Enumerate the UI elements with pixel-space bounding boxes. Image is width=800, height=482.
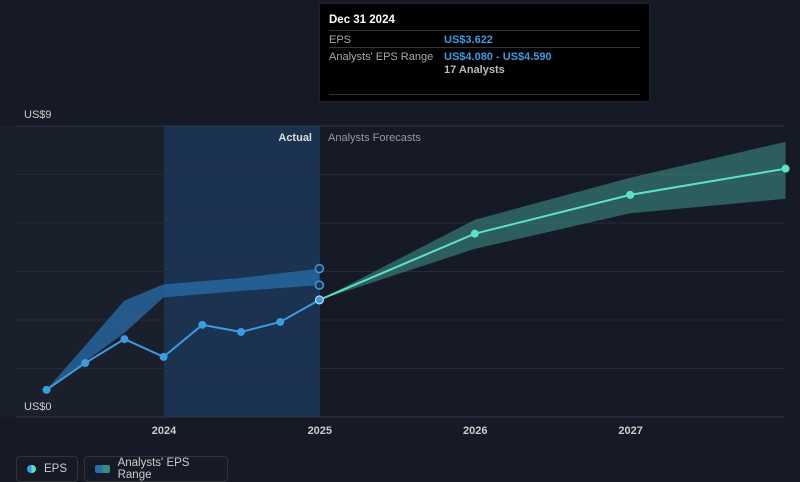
legend-range[interactable]: Analysts' EPS Range: [84, 456, 228, 482]
actual-label: Actual: [278, 132, 312, 144]
tooltip-date: Dec 31 2024: [329, 14, 395, 26]
eps-actual-point: [276, 317, 285, 326]
tooltip-eps-label: EPS: [329, 34, 352, 46]
legend-eps-label: EPS: [43, 463, 67, 475]
eps-actual-point: [81, 359, 90, 368]
tooltip-range-label: Analysts' EPS Range: [329, 51, 434, 63]
eps-actual-point: [42, 385, 51, 394]
eps-forecast-line: [319, 167, 786, 301]
tooltip-eps-value: US$3.622: [444, 34, 493, 46]
eps-forecast-point: [781, 164, 790, 173]
forecast-label: Analysts Forecasts: [328, 132, 421, 144]
legend-range-label: Analysts' EPS Range: [117, 457, 190, 481]
legend-eps[interactable]: EPS: [16, 456, 78, 482]
hover-point: [314, 295, 324, 305]
eps-actual-point: [237, 327, 246, 336]
tooltip-analysts: 17 Analysts: [444, 64, 505, 76]
eps-actual-line: [45, 299, 320, 391]
y-label-bottom: US$0: [24, 401, 52, 413]
range-end-point: [314, 263, 325, 274]
forecast-range-band: [319, 141, 786, 300]
x-tick-label: 2027: [618, 425, 642, 437]
eps-actual-point: [120, 335, 129, 344]
eps-forecast-point: [626, 190, 635, 199]
eps-swatch-icon: [27, 465, 36, 473]
tooltip-divider: [329, 94, 640, 95]
range-swatch-icon: [95, 465, 110, 473]
actual-range-band: [46, 268, 320, 390]
x-tick-label: 2025: [308, 425, 332, 437]
tooltip-range-row: Analysts' EPS Range US$4.080 - US$4.590: [329, 47, 640, 65]
x-tick-label: 2026: [463, 425, 487, 437]
eps-actual-point: [198, 320, 207, 329]
tooltip-range-value: US$4.080 - US$4.590: [444, 51, 552, 63]
tooltip: Dec 31 2024 EPS US$3.622 Analysts' EPS R…: [319, 3, 650, 102]
x-tick-label: 2024: [152, 425, 177, 437]
range-end-point: [314, 280, 325, 290]
y-label-top: US$9: [24, 109, 52, 121]
eps-forecast-point: [470, 229, 479, 238]
eps-actual-point: [159, 352, 168, 361]
tooltip-eps-row: EPS US$3.622: [329, 30, 640, 48]
